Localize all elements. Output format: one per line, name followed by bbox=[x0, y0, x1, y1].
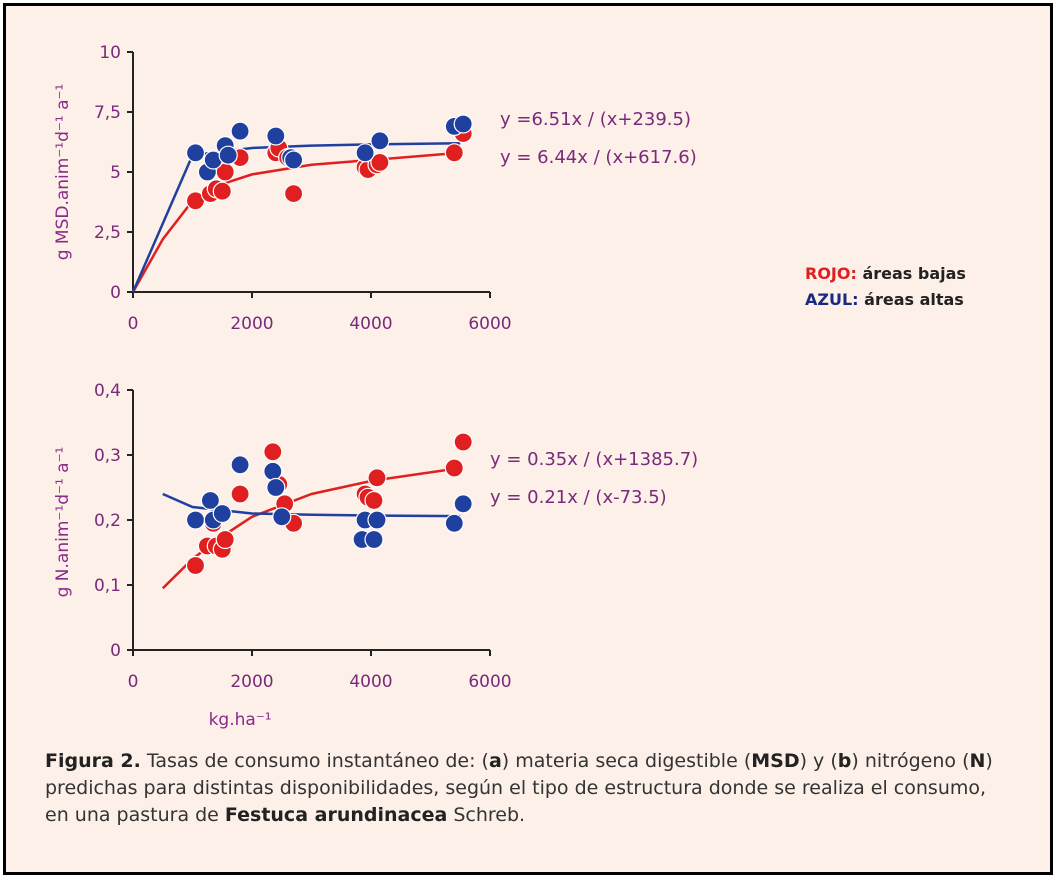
y-tick-label: 5 bbox=[110, 163, 121, 183]
data-point bbox=[272, 507, 292, 527]
data-point bbox=[370, 152, 390, 172]
equation-label: y = 6.44x / (x+617.6) bbox=[500, 147, 697, 168]
data-point bbox=[185, 510, 206, 530]
data-point bbox=[263, 442, 283, 462]
data-point bbox=[355, 143, 375, 163]
equation-label: y = 0.35x / (x+1385.7) bbox=[490, 449, 698, 470]
x-tick-label: 0 bbox=[128, 672, 139, 692]
caption-panel-a: a bbox=[488, 750, 502, 772]
data-point bbox=[367, 510, 387, 530]
y-tick-label: 0,4 bbox=[94, 381, 121, 401]
data-point bbox=[266, 477, 286, 498]
data-point bbox=[185, 143, 206, 163]
caption-text-3: ) y ( bbox=[799, 750, 838, 772]
y-tick-label: 7,5 bbox=[94, 103, 121, 123]
data-point bbox=[444, 513, 464, 533]
data-point bbox=[218, 145, 238, 165]
caption-text-5: ) predichas para distintas disponibilida… bbox=[45, 750, 993, 826]
data-point bbox=[185, 555, 206, 576]
data-point bbox=[230, 455, 250, 475]
caption-text-4: ) nitrógeno ( bbox=[851, 750, 970, 772]
fit-curve bbox=[131, 151, 461, 293]
x-tick-label: 2000 bbox=[230, 672, 273, 692]
x-tick-label: 2000 bbox=[230, 314, 273, 334]
figure-caption: Figura 2. Tasas de consumo instantáneo d… bbox=[45, 748, 1005, 829]
caption-n: N bbox=[969, 750, 986, 772]
data-point bbox=[266, 126, 286, 146]
figure-frame bbox=[3, 3, 1053, 875]
y-tick-label: 0,1 bbox=[94, 576, 121, 596]
equation-label: y = 0.21x / (x-73.5) bbox=[490, 487, 667, 508]
y-tick-label: 0 bbox=[110, 641, 121, 661]
data-point bbox=[284, 150, 304, 170]
legend-rojo: ROJO: áreas bajas bbox=[805, 264, 966, 283]
data-point bbox=[215, 529, 235, 550]
y-axis-label: g MSD.anim⁻¹d⁻¹ a⁻¹ bbox=[53, 84, 73, 261]
legend-rojo-text: áreas bajas bbox=[857, 264, 966, 283]
data-point bbox=[263, 461, 283, 481]
x-tick-label: 6000 bbox=[468, 314, 511, 334]
caption-msd: MSD bbox=[751, 750, 800, 772]
legend-azul-text: áreas altas bbox=[859, 290, 964, 309]
x-tick-label: 4000 bbox=[349, 672, 392, 692]
y-tick-label: 0,2 bbox=[94, 511, 121, 531]
y-axis-label: g N.anim⁻¹d⁻¹ a⁻¹ bbox=[53, 447, 73, 598]
x-tick-label: 0 bbox=[128, 314, 139, 334]
data-point bbox=[364, 490, 384, 511]
data-point bbox=[364, 529, 384, 550]
x-tick-label: 6000 bbox=[468, 672, 511, 692]
data-point bbox=[453, 432, 473, 452]
y-tick-label: 0,3 bbox=[94, 446, 121, 466]
legend-azul-key: AZUL: bbox=[805, 290, 859, 309]
data-point bbox=[453, 114, 473, 134]
equation-label: y =6.51x / (x+239.5) bbox=[500, 109, 691, 130]
caption-figure-label: Figura 2. bbox=[45, 750, 141, 772]
data-point bbox=[444, 458, 464, 478]
data-point bbox=[200, 490, 220, 511]
y-tick-label: 10 bbox=[99, 43, 121, 63]
data-point bbox=[212, 181, 232, 201]
data-point bbox=[284, 184, 304, 204]
data-point bbox=[230, 484, 250, 504]
x-axis-label: kg.ha⁻¹ bbox=[209, 710, 272, 730]
caption-text-6: Schreb. bbox=[447, 804, 526, 826]
y-tick-label: 0 bbox=[110, 283, 121, 303]
caption-text-2: ) materia seca digestible ( bbox=[501, 750, 752, 772]
caption-panel-b: b bbox=[837, 750, 852, 772]
data-point bbox=[370, 131, 390, 151]
caption-species: Festuca arundinacea bbox=[224, 804, 448, 826]
x-tick-label: 4000 bbox=[349, 314, 392, 334]
data-point bbox=[453, 494, 473, 514]
data-point bbox=[212, 503, 232, 524]
data-point bbox=[444, 143, 464, 163]
data-point bbox=[367, 468, 387, 488]
caption-text-1: Tasas de consumo instantáneo de: ( bbox=[140, 750, 489, 772]
data-point bbox=[230, 121, 250, 141]
legend-azul: AZUL: áreas altas bbox=[805, 290, 964, 309]
y-tick-label: 2,5 bbox=[94, 223, 121, 243]
legend-rojo-key: ROJO: bbox=[805, 264, 857, 283]
